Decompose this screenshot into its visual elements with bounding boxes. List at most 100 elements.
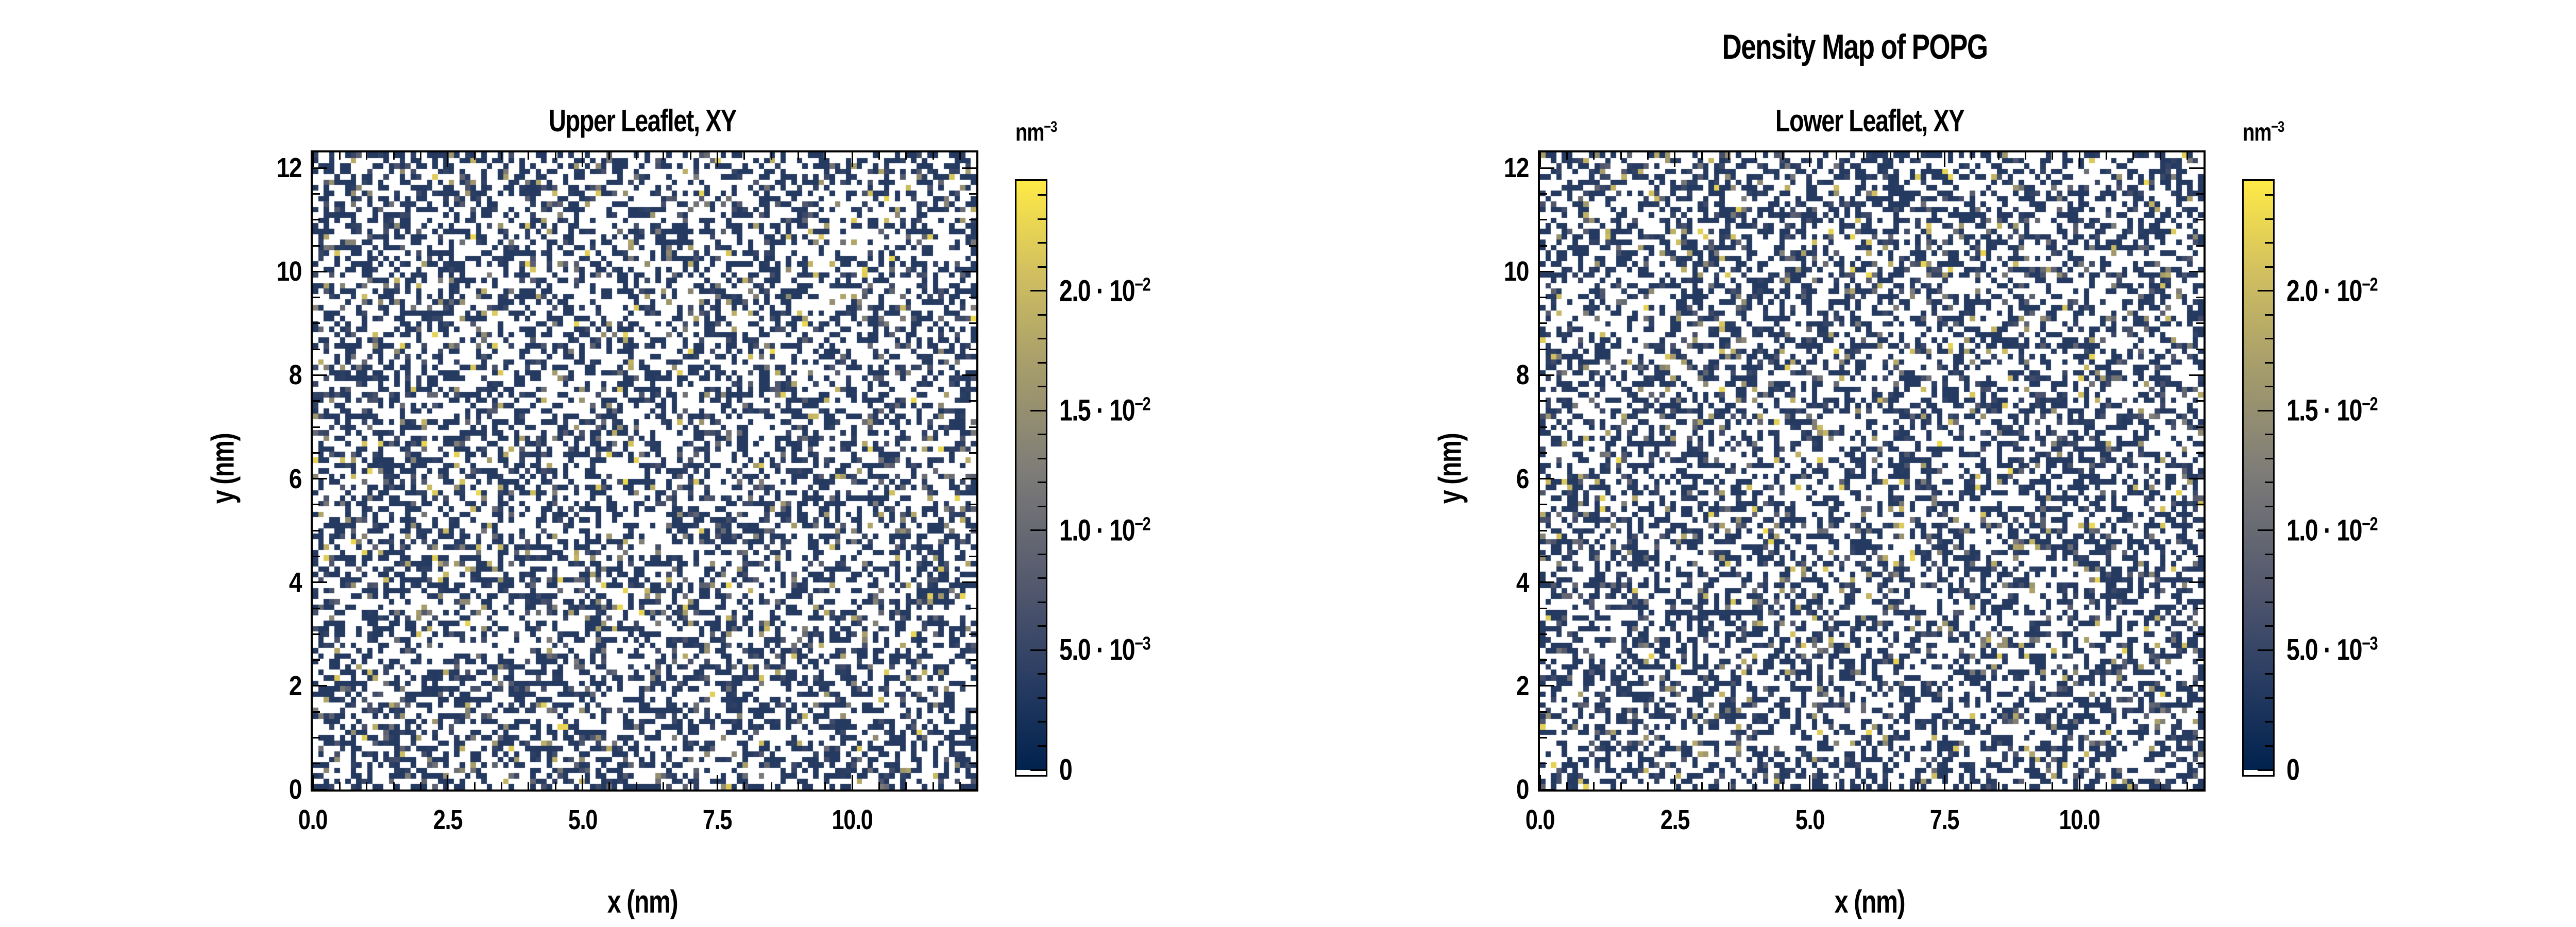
y-tick-right (969, 245, 976, 247)
colorbar-tick-label: 2.0 · 10−2 (2286, 273, 2378, 308)
colorbar-tick-label: 5.0 · 10−3 (2286, 632, 2378, 667)
x-tick-top (1728, 152, 1730, 160)
colorbar-minor-tick (2265, 601, 2273, 603)
y-tick-right (2189, 685, 2204, 687)
panel-title: Upper Leaflet, XY (549, 104, 737, 138)
y-tick-right (969, 633, 976, 635)
y-tick-left (1540, 763, 1547, 765)
colorbar-minor-tick (2265, 577, 2273, 579)
y-tick-left (1540, 685, 1554, 687)
x-tick-top (1674, 152, 1676, 167)
colorbar-tick-label: 0 (2286, 753, 2300, 787)
x-tick-label: 2.5 (1660, 804, 1690, 835)
x-tick-top (959, 152, 961, 160)
colorbar-minor-tick (1038, 505, 1046, 507)
x-tick-top (582, 152, 584, 167)
y-tick-right (969, 504, 976, 506)
x-tick-bottom (2187, 782, 2189, 789)
x-tick-label: 10.0 (2059, 804, 2100, 835)
colorbar-minor-tick (2265, 482, 2273, 484)
colorbar-minor-tick (1038, 457, 1046, 459)
y-tick-right (962, 478, 976, 480)
y-tick-left (1540, 529, 1547, 531)
x-tick-bottom (1971, 782, 1973, 789)
x-tick-bottom (312, 775, 314, 789)
x-tick-top (1647, 152, 1649, 160)
colorbar-major-tick (1030, 290, 1046, 292)
x-tick-label: 7.5 (1930, 804, 1959, 835)
x-tick-top (366, 152, 368, 160)
colorbar-under-swatch (1016, 770, 1046, 775)
colorbar-minor-tick (1038, 673, 1046, 675)
x-tick-bottom (2024, 782, 2026, 789)
x-tick-bottom (501, 782, 502, 789)
x-tick-top (824, 152, 826, 160)
y-tick-right (2189, 478, 2204, 480)
y-tick-left (1540, 633, 1547, 635)
colorbar-major-tick (2258, 409, 2273, 411)
y-tick-left (1540, 478, 1554, 480)
x-tick-bottom (1782, 782, 1784, 789)
x-tick-top (635, 152, 637, 160)
y-tick-right (2189, 374, 2204, 376)
y-tick-right (2189, 167, 2204, 169)
colorbar-major-tick (2258, 649, 2273, 651)
x-tick-bottom (419, 782, 421, 789)
x-tick-top (797, 152, 799, 160)
y-tick-right (2189, 581, 2204, 583)
y-tick-right (969, 607, 976, 609)
y-tick-label: 10 (276, 256, 302, 287)
x-tick-top (743, 152, 745, 160)
x-tick-top (2159, 152, 2161, 160)
colorbar-major-tick (2258, 529, 2273, 531)
colorbar-minor-tick (1038, 314, 1046, 316)
colorbar-major-tick (2258, 290, 2273, 292)
colorbar-minor-tick (1038, 362, 1046, 364)
y-tick-right (969, 555, 976, 557)
x-tick-top (689, 152, 691, 160)
y-tick-right (969, 348, 976, 350)
y-tick-left (313, 788, 327, 791)
x-tick-top (716, 152, 718, 167)
colorbar-tick-label: 0 (1059, 753, 1073, 787)
x-tick-top (608, 152, 611, 160)
x-tick-bottom (959, 782, 961, 789)
x-tick-top (2132, 152, 2134, 160)
colorbar-major-tick (1030, 769, 1046, 771)
y-tick-left (1540, 555, 1547, 557)
y-tick-left (313, 763, 320, 765)
x-tick-top (932, 152, 934, 160)
y-tick-left (313, 426, 320, 428)
x-tick-top (1755, 152, 1757, 160)
colorbar-minor-tick (1038, 194, 1046, 196)
x-tick-bottom (582, 775, 584, 789)
x-tick-bottom (338, 782, 341, 789)
y-tick-right (969, 659, 976, 661)
y-tick-left (1540, 452, 1547, 454)
y-tick-label: 2 (1516, 670, 1530, 701)
colorbar-tick-label: 2.0 · 10−2 (1059, 273, 1151, 308)
x-tick-bottom (1890, 782, 1892, 789)
y-tick-left (313, 374, 327, 376)
y-tick-right (962, 270, 976, 272)
y-tick-left (313, 400, 320, 402)
y-tick-right (2196, 297, 2204, 299)
y-tick-right (2196, 245, 2204, 247)
y-tick-left (1540, 322, 1547, 324)
y-tick-right (2196, 400, 2204, 402)
y-tick-left (1540, 607, 1547, 609)
x-tick-top (1566, 152, 1568, 160)
x-tick-bottom (797, 782, 799, 789)
x-tick-top (1997, 152, 1999, 160)
x-tick-bottom (2132, 782, 2134, 789)
x-tick-bottom (2106, 782, 2107, 789)
colorbar-major-tick (1030, 409, 1046, 411)
x-tick-bottom (770, 782, 772, 789)
y-tick-label: 2 (289, 670, 302, 701)
colorbar-minor-tick (2265, 673, 2273, 675)
x-tick-top (447, 152, 449, 167)
y-tick-left (1540, 270, 1554, 272)
x-tick-bottom (366, 782, 368, 789)
y-tick-left (313, 736, 320, 739)
